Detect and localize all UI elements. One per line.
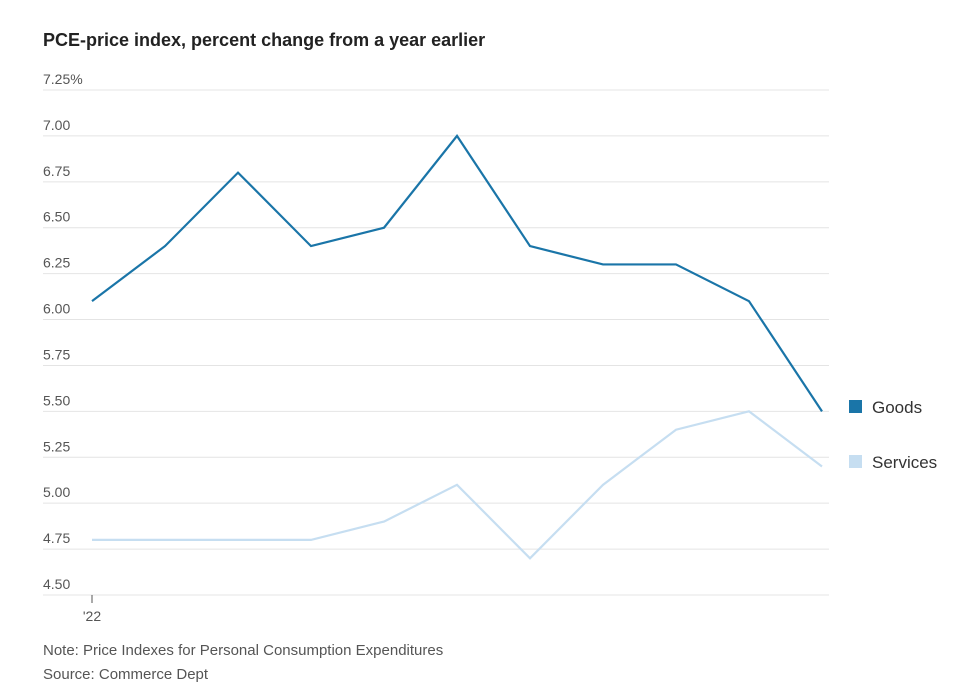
y-tick-label: 7.00	[43, 117, 70, 133]
series-lines	[91, 134, 823, 560]
y-tick-label: 6.50	[43, 209, 70, 225]
chart-note: Note: Price Indexes for Personal Consump…	[43, 642, 444, 659]
y-axis: 7.25% 7.00 6.75 6.50 6.25 6.00 5.75 5.50 5.25 5.0…	[43, 71, 83, 592]
y-tick-label: 5.00	[43, 484, 70, 500]
y-tick-label: 5.50	[43, 392, 70, 408]
grid-lines	[43, 89, 829, 596]
x-axis: '22	[83, 595, 101, 624]
chart-source: Source: Commerce Dept	[43, 666, 209, 683]
y-tick-label: 6.25	[43, 255, 70, 271]
legend-swatch-services	[849, 455, 862, 468]
y-tick-label: 7.25%	[43, 71, 83, 87]
y-tick-label: 4.50	[43, 576, 70, 592]
chart-title: PCE-price index, percent change from a y…	[43, 30, 486, 50]
y-tick-label: 6.75	[43, 163, 70, 179]
y-tick-label: 6.00	[43, 301, 70, 317]
legend-label-services: Services	[872, 453, 937, 472]
y-tick-label: 5.25	[43, 438, 70, 454]
legend-swatch-goods	[849, 400, 862, 413]
y-tick-label: 5.75	[43, 346, 70, 362]
line-chart: 7.25% 7.00 6.75 6.50 6.25 6.00 5.75 5.50 5.25 5.0…	[43, 71, 937, 624]
legend-label-goods: Goods	[872, 398, 922, 417]
x-tick-label: '22	[83, 608, 101, 624]
legend: Goods Services	[849, 398, 937, 472]
y-tick-label: 4.75	[43, 530, 70, 546]
